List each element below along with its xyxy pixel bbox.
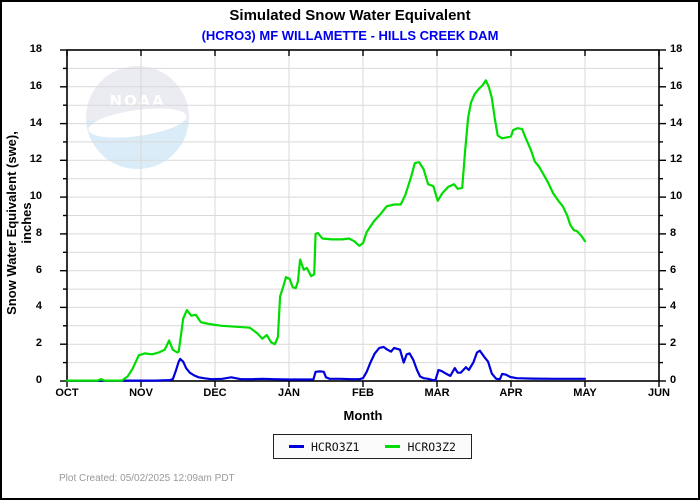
x-axis-title: Month — [343, 408, 383, 423]
y-tick-label: 16 — [670, 79, 683, 92]
y-tick-label: 4 — [35, 300, 42, 313]
legend-label: HCRO3Z1 — [311, 439, 360, 454]
x-tick-label: DEC — [203, 387, 227, 399]
y-tick-label: 8 — [670, 226, 677, 239]
plot-area — [60, 49, 666, 387]
x-tick-label: MAY — [573, 387, 597, 399]
plot-created-timestamp: Plot Created: 05/02/2025 12:09am PDT — [59, 473, 235, 484]
y-tick-label: 10 — [670, 190, 683, 203]
hcro3z2-line-swatch — [385, 445, 401, 448]
y-tick-label: 18 — [29, 43, 42, 55]
chart-subtitle: (HCRO3) MF WILLAMETTE - HILLS CREEK DAM — [201, 28, 499, 43]
x-tick-label: NOV — [129, 387, 153, 399]
y-tick-label: 12 — [670, 153, 683, 166]
y-tick-label: 8 — [35, 226, 42, 239]
chart-title: Simulated Snow Water Equivalent — [229, 7, 471, 24]
x-axis-tick-labels: OCT NOV DEC JAN FEB MAR APR MAY JUN — [55, 387, 670, 403]
x-tick-label: JUN — [647, 387, 670, 399]
legend-item-hcro3z1: HCRO3Z1 — [289, 440, 359, 454]
legend: HCRO3Z1 HCRO3Z2 — [273, 434, 472, 459]
y-tick-label: 6 — [670, 263, 677, 276]
y-tick-label: 6 — [35, 263, 42, 276]
x-tick-label: JAN — [277, 387, 300, 399]
y-axis-tick-labels-right: 0 2 4 6 8 10 12 14 16 18 — [666, 43, 698, 386]
y-tick-label: 14 — [670, 116, 683, 129]
y-tick-label: 0 — [35, 374, 42, 386]
legend-item-hcro3z2: HCRO3Z2 — [385, 439, 456, 454]
y-tick-label: 10 — [29, 190, 42, 203]
y-tick-label: 4 — [670, 300, 677, 313]
hcro3z1-line-swatch — [289, 445, 304, 448]
x-tick-label: APR — [499, 387, 523, 399]
y-tick-label: 14 — [29, 116, 42, 129]
legend-label: HCRO3Z2 — [407, 439, 456, 454]
x-tick-label: MAR — [424, 387, 450, 399]
y-tick-label: 12 — [29, 153, 42, 166]
y-tick-label: 2 — [35, 337, 42, 350]
x-tick-label: OCT — [55, 387, 79, 399]
y-tick-label: 16 — [29, 79, 42, 92]
series-line-hcro3z1 — [65, 345, 587, 382]
y-axis-tick-labels-left: 0 2 4 6 8 10 12 14 16 18 — [2, 43, 58, 386]
y-tick-label: 2 — [670, 337, 677, 350]
series-line-hcro3z2 — [65, 79, 587, 382]
y-tick-label: 0 — [670, 374, 677, 386]
x-tick-label: FEB — [352, 387, 374, 399]
y-tick-label: 18 — [670, 43, 683, 55]
